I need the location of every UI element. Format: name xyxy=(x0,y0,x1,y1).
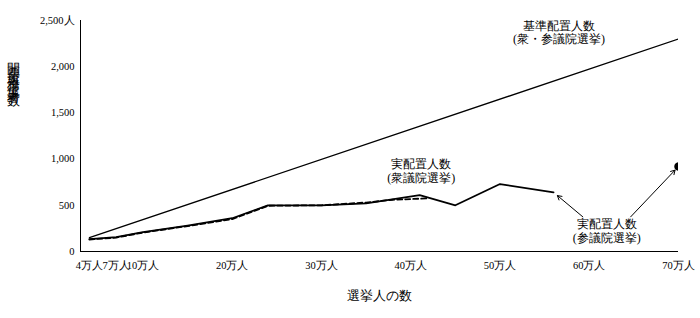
svg-text:30万人: 30万人 xyxy=(305,260,338,271)
svg-text:4万人: 4万人 xyxy=(76,260,103,271)
svg-text:選挙人の数: 選挙人の数 xyxy=(347,288,412,303)
svg-text:1,500: 1,500 xyxy=(51,107,75,118)
svg-text:7万人: 7万人 xyxy=(103,260,130,271)
svg-text:実配置人数(参議院選挙): 実配置人数(参議院選挙) xyxy=(573,217,641,245)
svg-text:1,000: 1,000 xyxy=(51,153,75,164)
svg-text:20万人: 20万人 xyxy=(216,260,249,271)
svg-text:50万人: 50万人 xyxy=(484,260,517,271)
svg-text:実配置人数(衆議院選挙): 実配置人数(衆議院選挙) xyxy=(387,157,455,185)
svg-text:40万人: 40万人 xyxy=(394,260,427,271)
svg-text:2,500人: 2,500人 xyxy=(40,15,75,26)
svg-text:500: 500 xyxy=(59,200,75,211)
svg-text:2,000: 2,000 xyxy=(51,61,75,72)
svg-text:60万人: 60万人 xyxy=(573,260,606,271)
svg-text:基準配置人数(衆・参議院選挙): 基準配置人数(衆・参議院選挙) xyxy=(513,19,605,47)
svg-text:10万人: 10万人 xyxy=(127,260,160,271)
html-text:開票所事務従事者数: 開票所事務従事者数 xyxy=(6,52,21,88)
svg-text:70万人: 70万人 xyxy=(662,260,695,271)
svg-text:0: 0 xyxy=(69,246,74,257)
